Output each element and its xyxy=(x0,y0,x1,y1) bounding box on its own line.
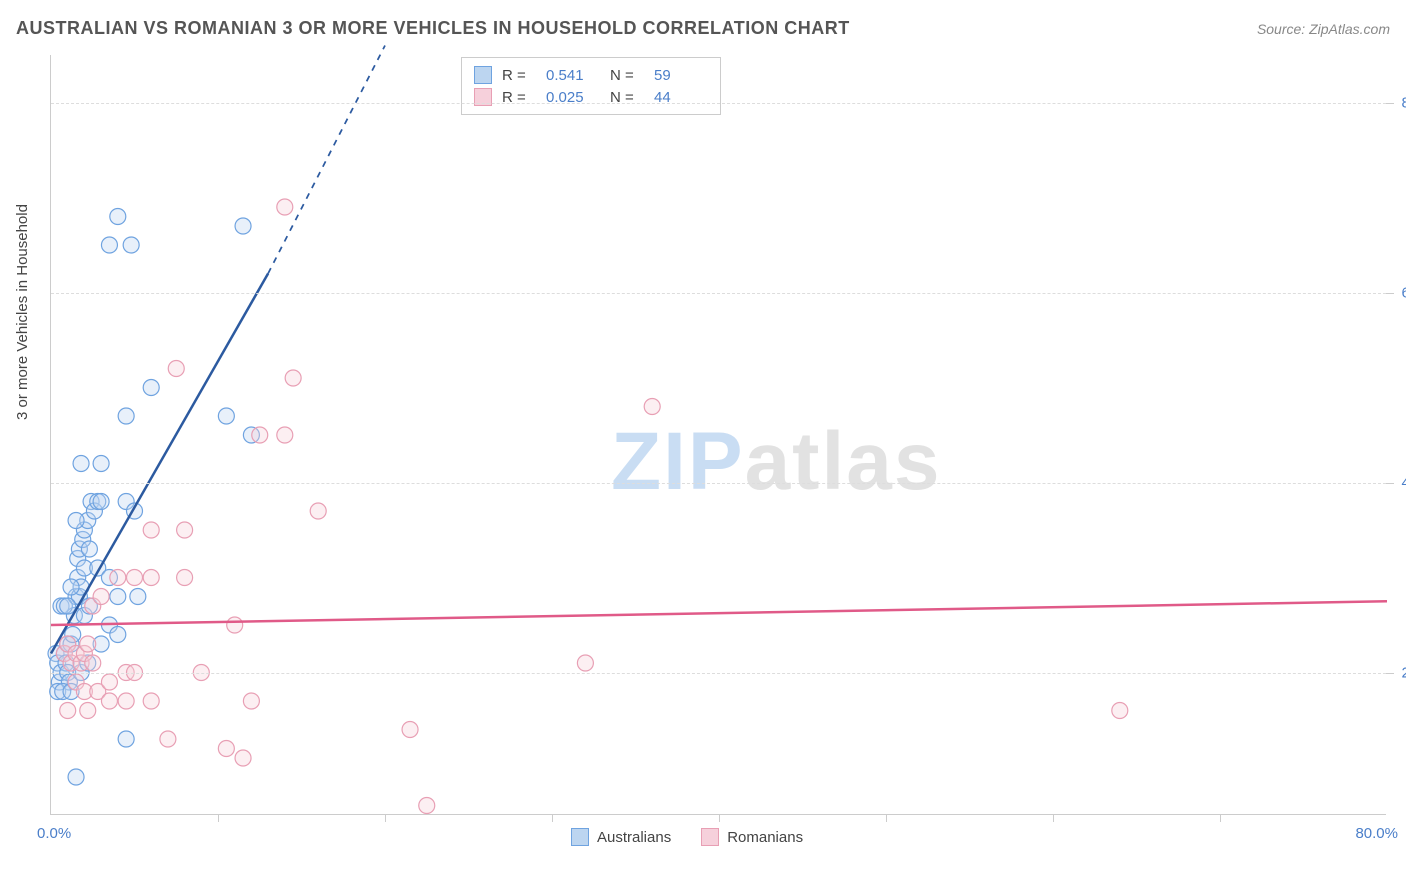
data-point xyxy=(227,617,243,633)
data-point xyxy=(243,693,259,709)
data-point xyxy=(143,522,159,538)
data-point xyxy=(143,380,159,396)
legend-item: Romanians xyxy=(701,828,803,846)
data-point xyxy=(110,627,126,643)
y-tick-label: 20.0% xyxy=(1401,664,1406,681)
data-point xyxy=(63,579,79,595)
data-point xyxy=(218,408,234,424)
trend-line xyxy=(51,601,1387,625)
data-point xyxy=(419,798,435,814)
swatch-icon xyxy=(701,828,719,846)
trend-line-dash xyxy=(268,46,385,274)
data-point xyxy=(577,655,593,671)
data-point xyxy=(218,741,234,757)
stat-label: N = xyxy=(610,67,644,84)
legend-stats: R = 0.541 N = 59 R = 0.025 N = 44 xyxy=(461,57,721,115)
swatch-icon xyxy=(571,828,589,846)
data-point xyxy=(123,237,139,253)
data-point xyxy=(101,674,117,690)
legend-label: Australians xyxy=(597,829,671,846)
data-point xyxy=(68,769,84,785)
data-point xyxy=(101,237,117,253)
data-point xyxy=(80,703,96,719)
data-point xyxy=(73,456,89,472)
stat-label: R = xyxy=(502,67,536,84)
x-axis-max-label: 80.0% xyxy=(1355,825,1398,842)
data-point xyxy=(644,399,660,415)
data-point xyxy=(402,722,418,738)
data-point xyxy=(160,731,176,747)
data-point xyxy=(143,570,159,586)
plot-area: ZIPatlas R = 0.541 N = 59 R = 0.025 N = … xyxy=(50,55,1386,815)
data-point xyxy=(81,541,97,557)
chart-svg xyxy=(51,55,1386,814)
data-point xyxy=(93,456,109,472)
data-point xyxy=(85,655,101,671)
x-axis-min-label: 0.0% xyxy=(37,825,71,842)
data-point xyxy=(285,370,301,386)
stat-value-n: 59 xyxy=(654,67,708,84)
legend-series: Australians Romanians xyxy=(571,828,803,846)
data-point xyxy=(177,570,193,586)
data-point xyxy=(127,570,143,586)
data-point xyxy=(110,589,126,605)
y-tick-label: 80.0% xyxy=(1401,94,1406,111)
y-tick-label: 40.0% xyxy=(1401,474,1406,491)
title-bar: AUSTRALIAN VS ROMANIAN 3 OR MORE VEHICLE… xyxy=(16,18,1390,39)
legend-label: Romanians xyxy=(727,829,803,846)
data-point xyxy=(168,361,184,377)
data-point xyxy=(277,199,293,215)
data-point xyxy=(143,693,159,709)
data-point xyxy=(110,570,126,586)
swatch-icon xyxy=(474,66,492,84)
data-point xyxy=(118,693,134,709)
data-point xyxy=(118,408,134,424)
y-tick-label: 60.0% xyxy=(1401,284,1406,301)
data-point xyxy=(130,589,146,605)
data-point xyxy=(101,693,117,709)
data-point xyxy=(93,589,109,605)
data-point xyxy=(68,513,84,529)
data-point xyxy=(177,522,193,538)
data-point xyxy=(252,427,268,443)
data-point xyxy=(118,731,134,747)
data-point xyxy=(93,494,109,510)
data-point xyxy=(60,703,76,719)
source-label: Source: ZipAtlas.com xyxy=(1257,21,1390,37)
legend-stats-row: R = 0.025 N = 44 xyxy=(474,86,708,108)
legend-stats-row: R = 0.541 N = 59 xyxy=(474,64,708,86)
data-point xyxy=(310,503,326,519)
chart-title: AUSTRALIAN VS ROMANIAN 3 OR MORE VEHICLE… xyxy=(16,18,850,39)
data-point xyxy=(1112,703,1128,719)
data-point xyxy=(235,750,251,766)
data-point xyxy=(60,598,76,614)
data-point xyxy=(80,636,96,652)
stat-value-r: 0.541 xyxy=(546,67,600,84)
data-point xyxy=(235,218,251,234)
y-axis-label: 3 or more Vehicles in Household xyxy=(14,204,31,420)
data-point xyxy=(277,427,293,443)
legend-item: Australians xyxy=(571,828,671,846)
data-point xyxy=(110,209,126,225)
